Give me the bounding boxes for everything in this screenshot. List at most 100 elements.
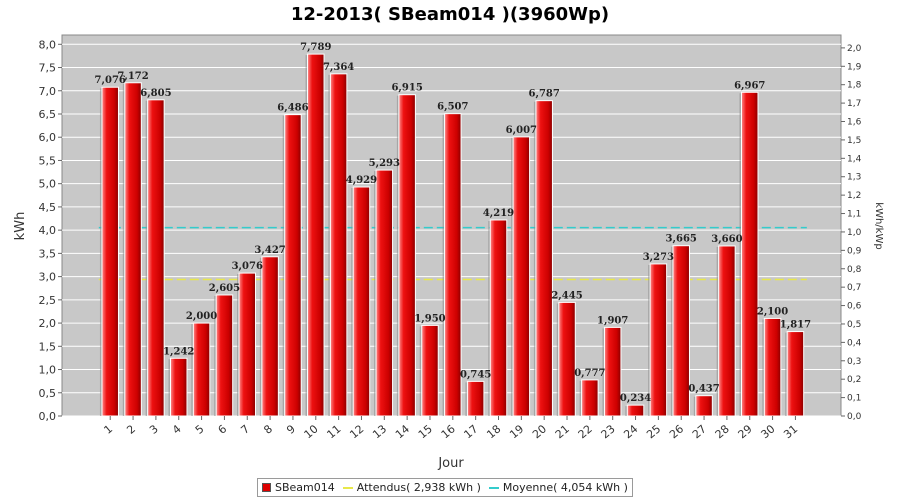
x-tick-label: 18 [484,422,503,441]
bar [284,114,302,417]
y2-tick-label: 1,0 [847,228,862,238]
x-tick-label: 21 [553,422,572,441]
y-tick-label: 4,0 [39,224,57,237]
bar [307,53,325,417]
y-tick-label: 6,5 [39,108,57,121]
y-tick-label: 2,5 [39,294,57,307]
y2-tick-label: 0,4 [847,338,862,348]
bar [672,245,690,417]
y2-tick-label: 0,3 [847,357,861,367]
value-label: 6,507 [437,102,468,113]
value-label: 7,076 [95,75,126,86]
y-tick-label: 6,0 [39,131,57,144]
y2-tick-label: 0,8 [847,265,862,275]
bar [558,301,576,417]
value-label: 4,929 [346,175,377,186]
bar [718,245,736,417]
legend-line-attendus [342,486,353,489]
value-label: 4,219 [483,208,514,219]
y-tick-label: 3,5 [39,247,57,260]
bar [603,326,622,417]
y2-tick-label: 0,5 [847,320,861,330]
x-tick-label: 20 [530,422,549,441]
y2-tick-label: 1,7 [847,99,861,109]
x-tick-label: 15 [416,422,435,441]
y-axis-title: kWh [13,212,28,241]
value-label: 0,437 [688,384,719,395]
legend-label-moyenne: Moyenne( 4,054 kWh ) [502,481,628,494]
bar [649,263,668,417]
y-tick-label: 0,0 [39,410,57,423]
legend-line-moyenne [488,486,499,489]
y-tick-label: 7,0 [39,85,57,98]
x-tick-label: 19 [507,422,526,441]
bar [466,380,485,417]
value-label: 6,805 [140,88,171,99]
y2-tick-label: 1,4 [847,154,862,164]
bar [101,86,119,417]
x-tick-label: 14 [393,422,412,441]
value-label: 3,273 [643,252,674,263]
x-tick-label: 5 [193,422,207,436]
value-label: 7,364 [323,62,354,73]
bar [352,186,371,417]
bar [192,322,211,417]
y2-tick-label: 0,2 [847,375,861,385]
x-tick-label: 11 [324,422,343,441]
value-label: 6,486 [277,103,308,114]
y-tick-label: 3,0 [39,271,57,284]
value-label: 1,907 [597,315,628,326]
x-tick-label: 3 [147,422,161,436]
legend-item-series: SBeam014 [262,481,335,494]
bar [763,317,782,417]
y2-tick-label: 1,8 [847,81,862,91]
bar [124,82,142,417]
bar [626,404,645,417]
bar [786,331,805,417]
value-label: 3,427 [254,245,285,256]
y2-tick-label: 1,9 [847,62,862,72]
value-label: 2,605 [209,283,240,294]
y-tick-label: 8,0 [39,38,57,51]
x-tick-label: 8 [261,422,275,436]
x-tick-label: 4 [170,422,184,436]
x-tick-label: 29 [736,422,755,441]
y2-tick-label: 1,3 [847,173,861,183]
bar [375,169,394,417]
x-tick-label: 27 [690,422,709,441]
value-label: 0,745 [460,369,491,380]
x-tick-label: 16 [439,422,458,441]
x-tick-label: 12 [347,422,366,441]
y-tick-label: 7,5 [39,62,57,75]
value-label: 5,293 [369,158,400,169]
bar [147,99,165,417]
value-label: 7,789 [300,42,331,53]
x-tick-label: 13 [370,422,389,441]
bar [261,256,279,417]
legend: SBeam014 Attendus( 2,938 kWh ) Moyenne( … [257,478,633,497]
value-label: 6,915 [391,83,422,94]
x-tick-label: 1 [101,422,115,436]
x-tick-label: 9 [284,422,298,436]
y2-tick-label: 0,7 [847,283,861,293]
x-tick-label: 10 [302,422,321,441]
bar [329,73,348,417]
x-tick-label: 24 [621,422,640,441]
chart-title: 12-2013( SBeam014 )(3960Wp) [290,4,610,25]
value-label: 1,817 [780,320,811,331]
bar [535,100,553,417]
value-label: 3,076 [232,261,263,272]
x-tick-label: 25 [644,422,663,441]
y-tick-label: 2,0 [39,317,57,330]
value-label: 3,665 [666,234,697,245]
x-tick-label: 23 [599,422,618,441]
y2-tick-label: 1,2 [847,191,861,201]
y-tick-label: 5,0 [39,178,57,191]
x-tick-label: 2 [124,422,138,436]
value-label: 1,950 [414,313,445,324]
x-tick-label: 26 [667,422,686,441]
legend-label-attendus: Attendus( 2,938 kWh ) [356,481,481,494]
value-label: 2,100 [757,306,788,317]
y2-tick-label: 2,0 [847,44,862,54]
